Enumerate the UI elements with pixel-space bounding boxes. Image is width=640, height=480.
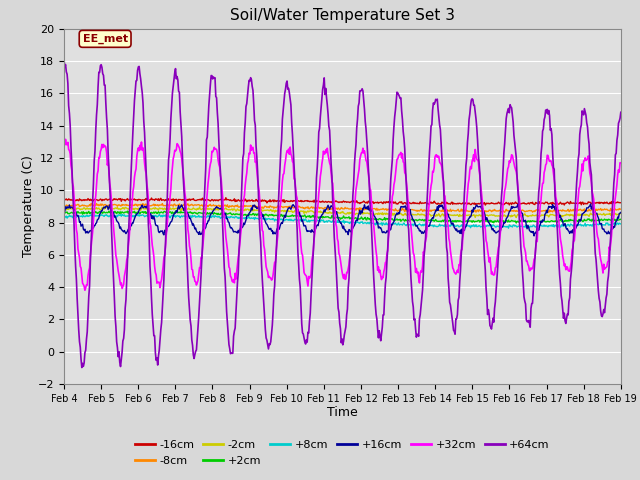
-16cm bbox=[70, 198, 78, 204]
+2cm bbox=[172, 208, 180, 214]
+8cm bbox=[214, 214, 222, 220]
+32cm bbox=[60, 144, 68, 150]
-16cm bbox=[184, 198, 192, 204]
Y-axis label: Temperature (C): Temperature (C) bbox=[22, 156, 35, 257]
-16cm bbox=[127, 196, 135, 202]
Legend: -16cm, -8cm, -2cm, +2cm, +8cm, +16cm, +32cm, +64cm: -16cm, -8cm, -2cm, +2cm, +8cm, +16cm, +3… bbox=[131, 436, 554, 470]
+8cm bbox=[185, 213, 193, 219]
-16cm bbox=[60, 197, 68, 203]
+16cm bbox=[530, 233, 538, 239]
+32cm bbox=[186, 243, 193, 249]
-2cm bbox=[70, 204, 78, 210]
+32cm bbox=[71, 203, 79, 208]
-16cm bbox=[411, 200, 419, 205]
-8cm bbox=[87, 201, 95, 206]
Text: EE_met: EE_met bbox=[83, 34, 128, 44]
-8cm bbox=[545, 209, 552, 215]
+16cm bbox=[184, 211, 192, 216]
+16cm bbox=[587, 201, 595, 207]
+64cm bbox=[185, 295, 193, 300]
+2cm bbox=[70, 210, 78, 216]
+2cm bbox=[185, 209, 193, 215]
+64cm bbox=[428, 123, 435, 129]
+8cm bbox=[505, 225, 513, 231]
+16cm bbox=[410, 218, 418, 224]
Line: +2cm: +2cm bbox=[64, 211, 621, 223]
+2cm bbox=[513, 220, 520, 226]
Line: +8cm: +8cm bbox=[64, 214, 621, 228]
-8cm bbox=[428, 208, 435, 214]
+32cm bbox=[215, 162, 223, 168]
Line: -2cm: -2cm bbox=[64, 207, 621, 217]
+8cm bbox=[60, 215, 68, 221]
+8cm bbox=[411, 222, 419, 228]
-16cm bbox=[214, 197, 221, 203]
+8cm bbox=[70, 213, 78, 219]
+16cm bbox=[70, 206, 78, 212]
-2cm bbox=[185, 205, 193, 211]
+32cm bbox=[428, 179, 436, 185]
+2cm bbox=[411, 217, 419, 223]
Line: +32cm: +32cm bbox=[64, 139, 621, 290]
+64cm bbox=[214, 121, 222, 127]
-2cm bbox=[60, 206, 68, 212]
+8cm bbox=[128, 214, 136, 220]
+16cm bbox=[60, 210, 68, 216]
Title: Soil/Water Temperature Set 3: Soil/Water Temperature Set 3 bbox=[230, 9, 455, 24]
-2cm bbox=[513, 215, 520, 220]
-2cm bbox=[214, 207, 222, 213]
+64cm bbox=[70, 222, 78, 228]
-8cm bbox=[70, 204, 78, 209]
-16cm bbox=[222, 195, 230, 201]
-8cm bbox=[617, 206, 625, 212]
+64cm bbox=[60, 57, 68, 63]
+32cm bbox=[61, 136, 69, 142]
-16cm bbox=[617, 200, 625, 205]
-16cm bbox=[428, 199, 435, 205]
-2cm bbox=[428, 213, 435, 219]
+32cm bbox=[129, 189, 137, 194]
+64cm bbox=[78, 365, 86, 371]
+64cm bbox=[411, 316, 419, 322]
+8cm bbox=[617, 221, 625, 227]
-2cm bbox=[100, 204, 108, 210]
-8cm bbox=[60, 203, 68, 208]
+2cm bbox=[127, 210, 135, 216]
+32cm bbox=[81, 288, 89, 293]
+2cm bbox=[214, 210, 222, 216]
+32cm bbox=[617, 160, 625, 166]
X-axis label: Time: Time bbox=[327, 407, 358, 420]
+64cm bbox=[128, 145, 136, 151]
-8cm bbox=[411, 207, 419, 213]
+16cm bbox=[214, 205, 221, 211]
+16cm bbox=[617, 210, 625, 216]
+8cm bbox=[428, 223, 435, 228]
+2cm bbox=[60, 211, 68, 216]
+8cm bbox=[72, 211, 79, 216]
Line: -8cm: -8cm bbox=[64, 204, 621, 212]
Line: -16cm: -16cm bbox=[64, 198, 621, 205]
-2cm bbox=[128, 206, 136, 212]
+32cm bbox=[412, 269, 419, 275]
-2cm bbox=[617, 211, 625, 216]
+16cm bbox=[127, 223, 135, 229]
-16cm bbox=[481, 202, 489, 208]
+2cm bbox=[617, 216, 625, 222]
-8cm bbox=[128, 202, 136, 207]
Line: +16cm: +16cm bbox=[64, 204, 621, 236]
-8cm bbox=[185, 203, 193, 209]
+2cm bbox=[428, 216, 435, 222]
+16cm bbox=[426, 219, 434, 225]
+64cm bbox=[617, 109, 625, 115]
Line: +64cm: +64cm bbox=[64, 60, 621, 368]
-8cm bbox=[214, 203, 222, 209]
-2cm bbox=[411, 212, 419, 217]
